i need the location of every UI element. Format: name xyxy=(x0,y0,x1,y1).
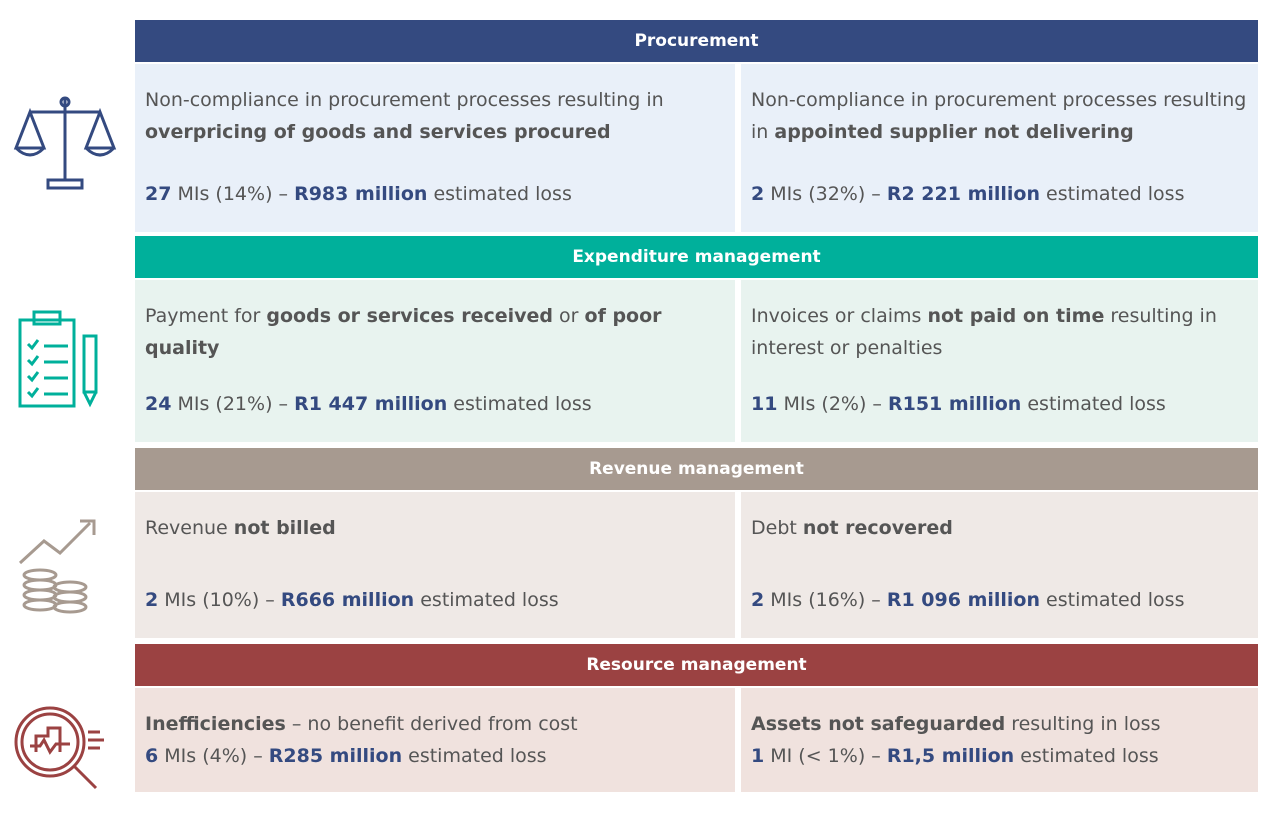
section-header: Procurement xyxy=(135,20,1258,62)
description-text: not billed xyxy=(233,517,336,539)
stats-text: R666 million xyxy=(280,589,415,611)
stats: 1 MI (< 1%) – R1,5 million estimated los… xyxy=(751,740,1248,772)
description-text: not paid on time xyxy=(927,305,1105,327)
cell: Debt not recovered 2 MIs (16%) – R1 096 m… xyxy=(741,492,1258,638)
stats: 24 MIs (21%) – R1 447 million estimated … xyxy=(145,388,725,420)
stats: 2 MIs (16%) – R1 096 million estimated l… xyxy=(751,584,1248,616)
stats-text: 27 xyxy=(145,183,172,205)
stats-text: estimated loss xyxy=(427,183,572,205)
cell: Invoices or claims not paid on time resu… xyxy=(741,280,1258,442)
stats-text: R151 million xyxy=(887,393,1022,415)
stats-text: R285 million xyxy=(268,745,403,767)
description: Payment for goods or services received o… xyxy=(145,300,725,364)
description-text: Debt xyxy=(751,517,803,539)
description-text: or xyxy=(553,305,585,327)
description-text: Payment for xyxy=(145,305,267,327)
stats-text: estimated loss xyxy=(1014,745,1159,767)
description-text: not recovered xyxy=(802,517,953,539)
stats-text: estimated loss xyxy=(1040,589,1185,611)
description-text: Revenue xyxy=(145,517,234,539)
stats-text: 24 xyxy=(145,393,172,415)
description-text: appointed supplier not delivering xyxy=(774,121,1134,143)
section-header: Expenditure management xyxy=(135,236,1258,278)
stats-text: R983 million xyxy=(294,183,428,205)
cell: Non-compliance in procurement processes … xyxy=(135,64,735,232)
description-text: overpricing of goods and services procur… xyxy=(145,121,611,143)
description-text: goods or services received xyxy=(266,305,553,327)
section-header: Resource management xyxy=(135,644,1258,686)
description: Non-compliance in procurement processes … xyxy=(145,84,725,148)
description-text: Non-compliance in procurement processes … xyxy=(751,89,1247,143)
stats-text: R1,5 million xyxy=(886,745,1015,767)
stats-text: MIs (21%) – xyxy=(171,393,295,415)
stats-text: 2 xyxy=(751,183,765,205)
stats-text: 1 xyxy=(751,745,765,767)
stats: 6 MIs (4%) – R285 million estimated loss xyxy=(145,740,725,772)
stats-text: 6 xyxy=(145,745,159,767)
description-text: Assets not safeguarded xyxy=(751,713,1006,735)
stats-text: MIs (14%) – xyxy=(171,183,295,205)
magnifier-icon xyxy=(14,706,104,790)
description-text: Inefficiencies xyxy=(145,713,286,735)
clipboard-icon xyxy=(18,310,98,408)
stats-text: 11 xyxy=(751,393,778,415)
stats: 11 MIs (2%) – R151 million estimated los… xyxy=(751,388,1248,420)
stats: 2 MIs (32%) – R2 221 million estimated l… xyxy=(751,178,1248,210)
cell: Inefficiencies – no benefit derived from… xyxy=(135,688,735,792)
stats-text: estimated loss xyxy=(1040,183,1185,205)
cell: Revenue not billed 2 MIs (10%) – R666 mil… xyxy=(135,492,735,638)
description-text: – no benefit derived from cost xyxy=(285,713,578,735)
stats-text: MIs (2%) – xyxy=(777,393,888,415)
scales-icon xyxy=(13,96,117,190)
description: Invoices or claims not paid on time resu… xyxy=(751,300,1248,364)
stats: 2 MIs (10%) – R666 million estimated los… xyxy=(145,584,725,616)
description-text: Invoices or claims xyxy=(751,305,928,327)
stats-text: R2 221 million xyxy=(886,183,1041,205)
stats-text: MIs (4%) – xyxy=(158,745,269,767)
cell: Assets not safeguarded resulting in loss… xyxy=(741,688,1258,792)
description: Assets not safeguarded resulting in loss xyxy=(751,708,1248,740)
description: Inefficiencies – no benefit derived from… xyxy=(145,708,725,740)
stats-text: MI (< 1%) – xyxy=(764,745,887,767)
stats-text: estimated loss xyxy=(1021,393,1166,415)
stats-text: MIs (10%) – xyxy=(158,589,281,611)
description-text: Non-compliance in procurement processes … xyxy=(145,89,664,111)
stats-text: estimated loss xyxy=(402,745,547,767)
description: Non-compliance in procurement processes … xyxy=(751,84,1248,148)
cell: Payment for goods or services received o… xyxy=(135,280,735,442)
description: Debt not recovered xyxy=(751,512,1248,544)
stats: 27 MIs (14%) – R983 million estimated lo… xyxy=(145,178,725,210)
section-header: Revenue management xyxy=(135,448,1258,490)
cell: Non-compliance in procurement processes … xyxy=(741,64,1258,232)
description: Revenue not billed xyxy=(145,512,725,544)
description-text: resulting in interest or penalties xyxy=(751,305,1217,359)
revenue-icon xyxy=(18,519,96,614)
stats-text: estimated loss xyxy=(447,393,592,415)
stats-text: 2 xyxy=(145,589,159,611)
stats-text: MIs (32%) – xyxy=(764,183,887,205)
stats-text: MIs (16%) – xyxy=(764,589,887,611)
description-text: resulting in loss xyxy=(1005,713,1161,735)
stats-text: R1 096 million xyxy=(886,589,1041,611)
description-text: of poor quality xyxy=(145,305,662,359)
stats-text: R1 447 million xyxy=(294,393,448,415)
stats-text: estimated loss xyxy=(414,589,559,611)
stats-text: 2 xyxy=(751,589,765,611)
